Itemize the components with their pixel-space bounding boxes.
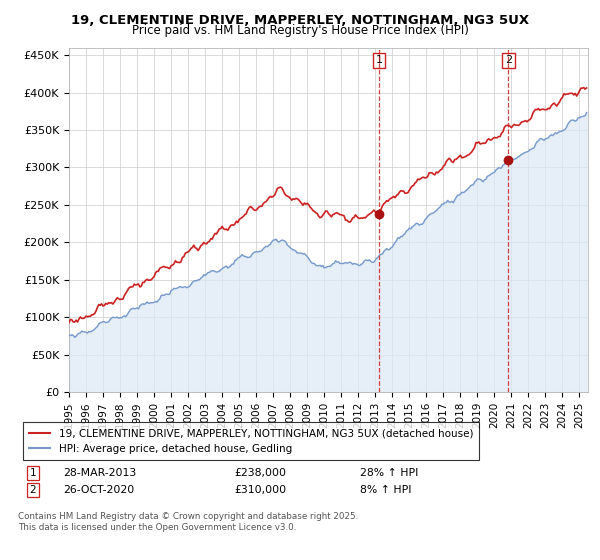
Text: 19, CLEMENTINE DRIVE, MAPPERLEY, NOTTINGHAM, NG3 5UX: 19, CLEMENTINE DRIVE, MAPPERLEY, NOTTING…: [71, 14, 529, 27]
Text: 2: 2: [29, 485, 37, 495]
Text: Price paid vs. HM Land Registry's House Price Index (HPI): Price paid vs. HM Land Registry's House …: [131, 24, 469, 37]
Text: £310,000: £310,000: [234, 485, 286, 495]
Text: 2: 2: [505, 55, 512, 66]
Text: 8% ↑ HPI: 8% ↑ HPI: [360, 485, 412, 495]
Text: £238,000: £238,000: [234, 468, 286, 478]
Text: 28-MAR-2013: 28-MAR-2013: [63, 468, 136, 478]
Legend: 19, CLEMENTINE DRIVE, MAPPERLEY, NOTTINGHAM, NG3 5UX (detached house), HPI: Aver: 19, CLEMENTINE DRIVE, MAPPERLEY, NOTTING…: [23, 422, 479, 460]
Text: 26-OCT-2020: 26-OCT-2020: [63, 485, 134, 495]
Text: 1: 1: [29, 468, 37, 478]
Text: 28% ↑ HPI: 28% ↑ HPI: [360, 468, 418, 478]
Text: Contains HM Land Registry data © Crown copyright and database right 2025.
This d: Contains HM Land Registry data © Crown c…: [18, 512, 358, 532]
Text: 1: 1: [376, 55, 383, 66]
